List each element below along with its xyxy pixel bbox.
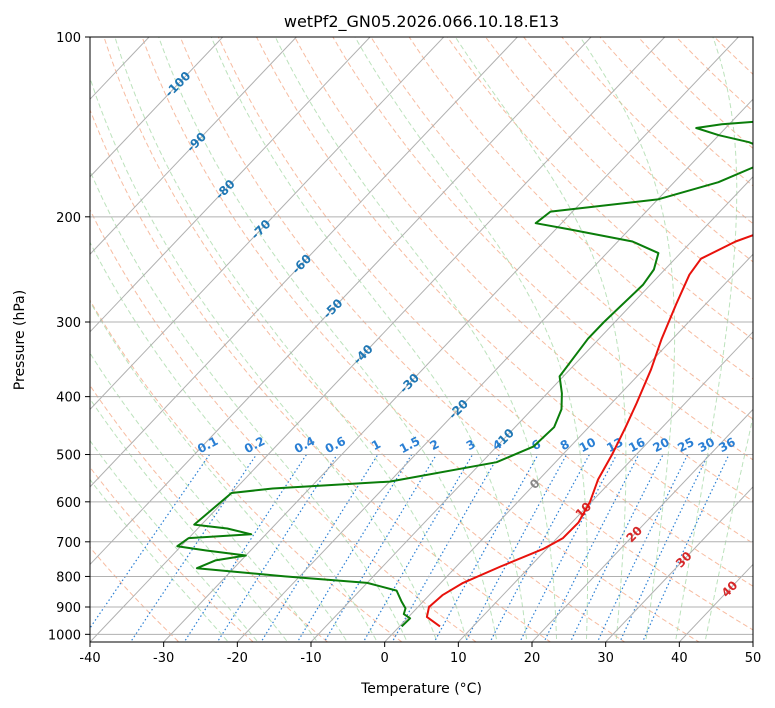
axes: -40 -30 -20 -10 0 10 20 30 40 50 100 200 300 400 500 60… <box>48 31 761 666</box>
x-axis-label: Temperature (°C) <box>360 681 482 697</box>
isotherm <box>310 176 753 642</box>
mixing-ratio-label: 36 <box>716 435 737 455</box>
moist-adiabat <box>454 37 627 642</box>
y-tick-label: 500 <box>56 449 81 464</box>
moist-adiabat <box>90 76 438 642</box>
x-tick-label: 10 <box>450 651 467 666</box>
moist-adiabat <box>90 439 259 642</box>
profile-lines <box>176 120 753 628</box>
dry-adiabat <box>408 37 753 380</box>
dry-adiabat <box>599 37 753 187</box>
temperature-profile <box>425 234 753 628</box>
x-tick-label: 30 <box>597 651 614 666</box>
moist-adiabat <box>210 37 528 642</box>
plot-frame <box>89 36 754 643</box>
mixing-ratio-label: 16 <box>626 435 647 455</box>
dewpoint-profile <box>176 120 753 628</box>
chart-title: wetPf2_GN05.2026.066.10.18.E13 <box>284 12 559 32</box>
x-tick-label: 50 <box>745 651 762 666</box>
isotherm <box>90 37 666 642</box>
x-tick-label: 0 <box>381 651 389 666</box>
x-tick-label: -30 <box>153 651 174 666</box>
dry-adiabat <box>90 384 329 642</box>
isotherm <box>90 37 298 256</box>
skewed-isotherms <box>90 37 753 642</box>
dry-adiabat <box>522 37 753 263</box>
y-tick-label: 800 <box>56 570 81 585</box>
moist-adiabat <box>90 300 348 642</box>
x-tick-label: -40 <box>79 651 100 666</box>
mixing-ratio-line <box>90 454 211 630</box>
moist-adiabat <box>674 37 738 642</box>
moist-adiabat <box>90 352 319 642</box>
isotherm <box>90 37 371 333</box>
dry-adiabat <box>255 37 753 544</box>
mixing-ratio-line <box>391 454 500 642</box>
mixing-ratio-label: 25 <box>675 435 696 455</box>
x-tick-label: -20 <box>227 651 248 666</box>
isotherm <box>236 98 753 642</box>
dry-adiabat <box>217 37 753 587</box>
mixing-ratio-label: 30 <box>696 435 717 455</box>
y-tick-label: 100 <box>56 31 81 46</box>
x-tick-label: 20 <box>524 651 541 666</box>
dry-adiabat <box>90 108 552 642</box>
moist-adiabat <box>114 37 468 642</box>
moist-adiabat <box>274 37 558 642</box>
mixing-ratio-line <box>362 454 474 642</box>
y-tick-label: 1000 <box>48 628 81 643</box>
dry-adiabat <box>103 37 626 642</box>
mixing-ratio-line <box>619 454 709 642</box>
isotherm <box>90 37 592 566</box>
isobar-gridlines <box>90 37 753 635</box>
mixing-ratio-line <box>464 454 568 642</box>
moist-adiabat <box>704 414 753 642</box>
isotherm <box>162 37 740 642</box>
dry-adiabat <box>90 299 403 642</box>
dry-adiabat <box>294 37 753 502</box>
mixing-ratio-line <box>433 454 539 642</box>
mixing-ratio-line <box>260 454 379 642</box>
moist-adiabat <box>354 37 589 642</box>
isotherm <box>383 253 753 642</box>
moist-adiabat <box>579 37 676 642</box>
mixing-ratio-line <box>129 454 257 642</box>
mixing-ratio-line <box>519 454 618 642</box>
mixing-ratio-label: 20 <box>651 435 672 455</box>
mixing-ratio-line <box>296 454 413 642</box>
y-axis-label: Pressure (hPa) <box>12 290 28 390</box>
mixing-ratio-line <box>641 454 730 642</box>
isotherm <box>90 37 519 488</box>
dry-adiabat <box>370 37 753 420</box>
y-tick-label: 200 <box>56 211 81 226</box>
y-tick-label: 600 <box>56 496 81 511</box>
isotherm <box>90 37 445 411</box>
moist-adiabat <box>158 37 498 642</box>
moist-adiabat <box>90 478 229 642</box>
dry-adiabat <box>179 37 753 631</box>
mixing-ratio-label: 10 <box>577 435 598 455</box>
x-tick-label: -10 <box>300 651 321 666</box>
y-tick-label: 700 <box>56 536 81 551</box>
x-tick-label: 40 <box>671 651 688 666</box>
y-tick-label: 300 <box>56 316 81 331</box>
dry-adiabat <box>90 466 254 642</box>
mixing-ratio-line <box>323 454 438 642</box>
isotherm <box>604 486 753 642</box>
isotherm <box>531 408 753 642</box>
moist-adiabat <box>90 169 408 642</box>
isotherm <box>90 37 224 178</box>
dry-adiabat <box>332 37 753 461</box>
dry-adiabat <box>484 37 753 302</box>
y-tick-label: 400 <box>56 391 81 406</box>
y-tick-label: 900 <box>56 601 81 616</box>
